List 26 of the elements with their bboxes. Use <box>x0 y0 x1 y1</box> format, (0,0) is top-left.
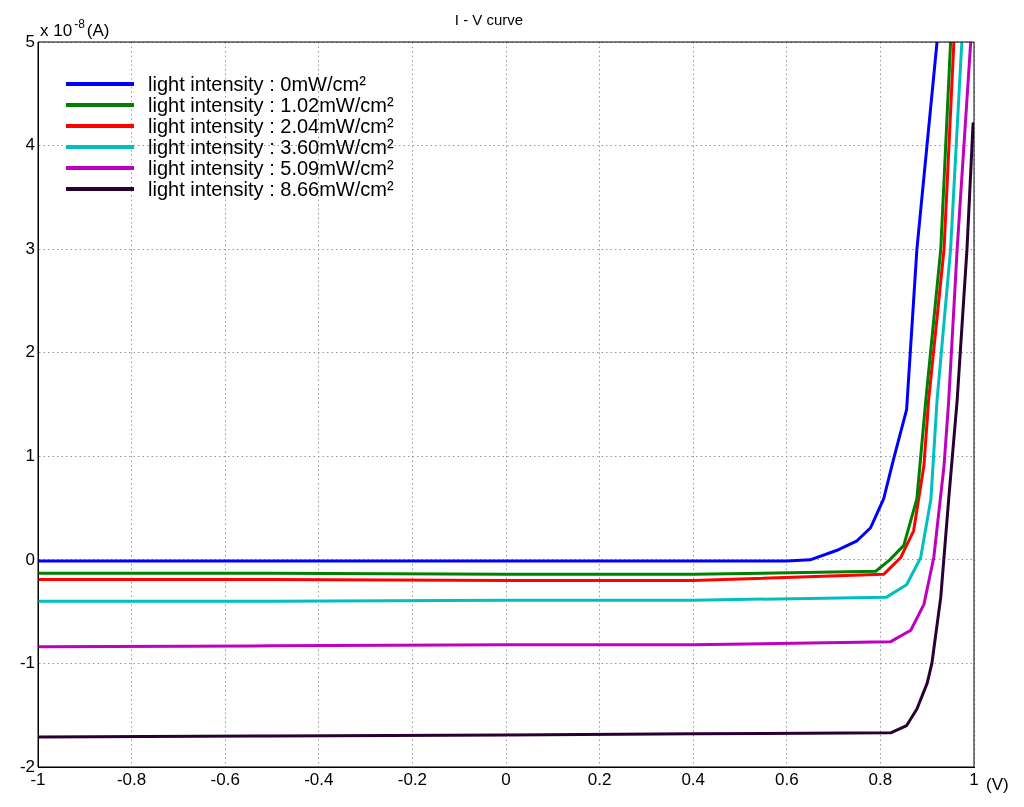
y-tick-label: -2 <box>19 756 35 776</box>
x-tick-label: 0.8 <box>868 769 893 789</box>
x-tick-label: -0.6 <box>210 769 240 789</box>
legend-label: light intensity : 3.60mW/cm² <box>148 136 394 158</box>
legend-label: light intensity : 0mW/cm² <box>148 73 366 95</box>
x-tick-label: -0.2 <box>397 769 428 789</box>
y-tick-label: 3 <box>25 238 35 258</box>
x-tick-label: 0.2 <box>587 769 612 789</box>
legend-label: light intensity : 1.02mW/cm² <box>148 94 394 116</box>
x-axis-title: (V) <box>986 775 1009 795</box>
y-tick-label: 5 <box>25 31 35 51</box>
y-tick-label: 4 <box>25 135 35 155</box>
x-tick-label: -0.4 <box>304 769 334 789</box>
x-tick-label: 0.4 <box>681 769 706 789</box>
x-tick-label: 0.6 <box>774 769 799 789</box>
y-tick-label: 2 <box>25 342 35 362</box>
x-tick-label: 0 <box>501 769 511 789</box>
legend-label: light intensity : 2.04mW/cm² <box>148 115 394 137</box>
y-tick-label: -1 <box>19 653 35 673</box>
y-tick-label: 0 <box>25 549 35 569</box>
x-tick-label: -0.8 <box>116 769 147 789</box>
chart-title: I - V curve <box>454 11 524 29</box>
x-tick-label: 1 <box>969 769 979 789</box>
y-tick-label: 1 <box>25 445 35 465</box>
legend-label: light intensity : 8.66mW/cm² <box>148 178 394 200</box>
legend-label: light intensity : 5.09mW/cm² <box>148 157 394 179</box>
